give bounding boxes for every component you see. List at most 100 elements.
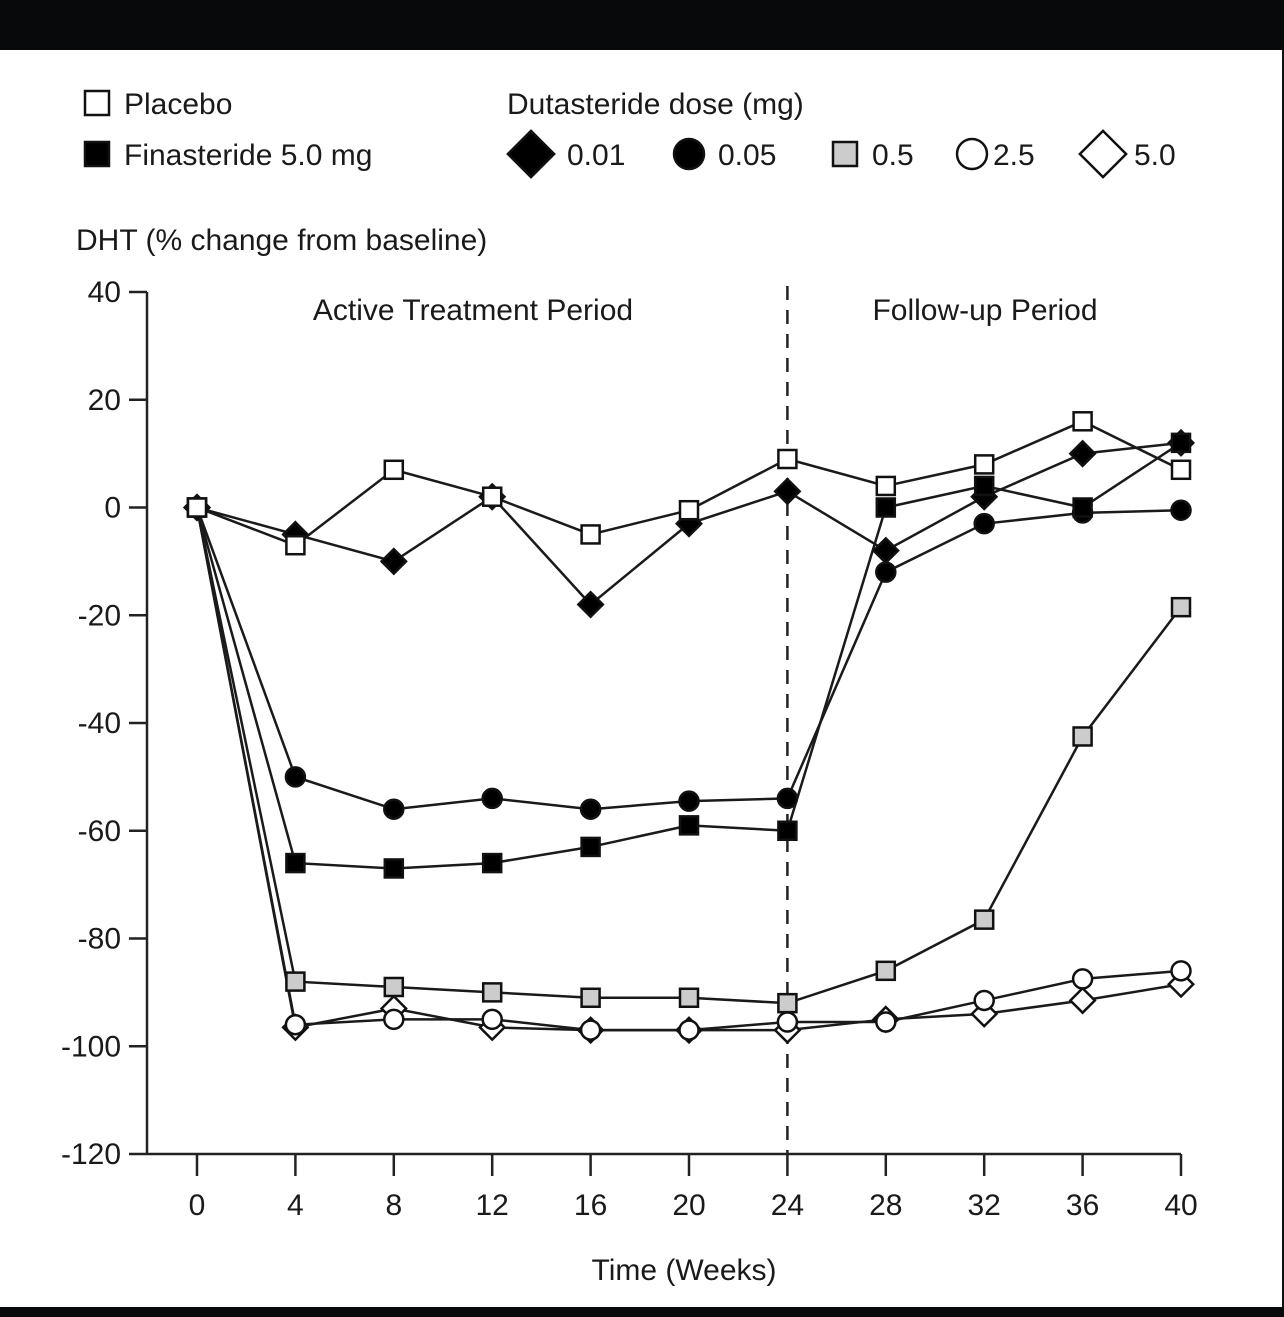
data-point-finasteride-5-0-mg bbox=[580, 836, 601, 858]
legend-marker-dose-0-5 bbox=[831, 140, 859, 168]
data-point-0-5 bbox=[875, 960, 897, 982]
data-point-2-5 bbox=[284, 1013, 307, 1036]
y-tick-label: -40 bbox=[78, 707, 121, 740]
legend-item-dose-2-5: 2.5 bbox=[955, 137, 1035, 172]
y-tick-label: 40 bbox=[88, 276, 121, 309]
x-ticks: 0 4 8 12 16 20 24 28 32 36 40 bbox=[189, 1154, 1198, 1222]
x-tick-label: 12 bbox=[476, 1189, 509, 1222]
x-tick-label: 4 bbox=[287, 1189, 304, 1222]
data-point-0-5 bbox=[1170, 596, 1192, 618]
data-point-placebo bbox=[383, 459, 405, 481]
data-point-finasteride-5-0-mg bbox=[285, 852, 306, 874]
data-point-2-5 bbox=[1170, 960, 1192, 982]
data-point-placebo bbox=[285, 534, 306, 556]
data-point-2-5 bbox=[678, 1019, 700, 1041]
annotation-follow-up: Follow-up Period bbox=[872, 294, 1097, 327]
y-tick-label: -80 bbox=[78, 923, 121, 956]
data-point-placebo bbox=[777, 448, 798, 470]
legend-label-finasteride: Finasteride 5.0 mg bbox=[124, 139, 372, 172]
legend-marker-dose-0-01 bbox=[506, 129, 556, 179]
data-point-0-05 bbox=[875, 561, 897, 583]
data-point-placebo bbox=[1170, 459, 1192, 481]
y-tick-label: -20 bbox=[78, 599, 121, 632]
series-line-2-5 bbox=[195, 507, 1182, 1032]
data-point-2-5 bbox=[383, 1008, 405, 1031]
data-point-0-5 bbox=[285, 971, 306, 992]
legend-marker-finasteride bbox=[83, 140, 111, 168]
data-point-5-0 bbox=[1068, 986, 1097, 1015]
data-point-0-5 bbox=[777, 992, 798, 1014]
y-axis-title: DHT (% change from baseline) bbox=[76, 224, 487, 257]
data-point-0-01 bbox=[773, 477, 802, 506]
legend-group-title: Dutasteride dose (mg) bbox=[507, 88, 804, 121]
legend-label-dose-0-5: 0.5 bbox=[872, 139, 914, 172]
data-point-0-01 bbox=[576, 590, 605, 619]
square-icon bbox=[83, 89, 111, 117]
data-point-0-5 bbox=[973, 909, 995, 930]
data-point-placebo bbox=[580, 524, 601, 545]
data-point-placebo bbox=[186, 497, 208, 518]
circle-icon bbox=[955, 137, 989, 171]
data-point-2-5 bbox=[973, 989, 995, 1012]
data-point-placebo bbox=[973, 454, 995, 475]
data-point-finasteride-5-0-mg bbox=[875, 497, 897, 518]
data-point-0-5 bbox=[383, 976, 405, 998]
data-point-0-01 bbox=[1068, 439, 1097, 468]
data-point-0-01 bbox=[379, 547, 408, 576]
y-tick-label: 0 bbox=[104, 492, 121, 525]
data-point-2-5 bbox=[875, 1011, 897, 1033]
data-point-0-5 bbox=[1072, 726, 1093, 747]
legend-item-dose-0-5: 0.5 bbox=[831, 139, 914, 172]
data-point-0-05 bbox=[383, 798, 405, 820]
y-tick-label: -100 bbox=[61, 1030, 121, 1063]
data-point-0-5 bbox=[580, 987, 601, 1009]
data-point-finasteride-5-0-mg bbox=[1072, 497, 1093, 518]
square-icon bbox=[83, 140, 111, 168]
data-point-finasteride-5-0-mg bbox=[678, 815, 700, 836]
data-point-2-5 bbox=[579, 1019, 602, 1041]
y-tick-label: -120 bbox=[61, 1138, 121, 1171]
data-point-0-05 bbox=[481, 787, 503, 810]
x-tick-label: 8 bbox=[385, 1189, 402, 1222]
y-tick-label: -60 bbox=[78, 815, 121, 848]
data-point-placebo bbox=[481, 486, 503, 507]
y-ticks: 40 20 0 -20 -40 -60 -80 -100 -120 bbox=[61, 276, 147, 1171]
legend-marker-placebo bbox=[83, 89, 111, 117]
data-point-2-5 bbox=[1071, 968, 1094, 990]
legend-item-dose-0-01: 0.01 bbox=[506, 129, 625, 179]
data-point-2-5 bbox=[776, 1011, 799, 1033]
data-point-finasteride-5-0-mg bbox=[1170, 432, 1192, 454]
series-markers-finasteride-5-0-mg bbox=[186, 432, 1192, 879]
series-markers-placebo bbox=[186, 411, 1192, 556]
diamond-icon bbox=[506, 129, 556, 179]
chart-panel: Placebo Finasteride 5.0 mg Dutasteride d… bbox=[0, 50, 1284, 1307]
x-tick-label: 36 bbox=[1066, 1189, 1099, 1222]
data-point-0-5 bbox=[481, 982, 503, 1003]
legend-label-dose-2-5: 2.5 bbox=[993, 139, 1035, 172]
data-point-placebo bbox=[678, 499, 700, 521]
data-point-0-01 bbox=[871, 536, 900, 565]
legend-label-dose-0-05: 0.05 bbox=[718, 139, 776, 172]
legend-item-dose-0-05: 0.05 bbox=[672, 137, 776, 172]
square-icon bbox=[831, 140, 859, 168]
data-point-0-05 bbox=[973, 512, 995, 535]
circle-icon bbox=[672, 137, 706, 171]
series-markers-5-0 bbox=[182, 493, 1196, 1045]
data-point-0-05 bbox=[284, 766, 307, 788]
x-tick-label: 0 bbox=[189, 1189, 206, 1222]
series-line-0-05 bbox=[195, 507, 1182, 811]
legend-item-finasteride: Finasteride 5.0 mg bbox=[83, 139, 372, 172]
data-point-2-5 bbox=[481, 1008, 503, 1031]
data-point-0-05 bbox=[579, 798, 602, 820]
y-tick-label: 20 bbox=[88, 384, 121, 417]
x-tick-label: 24 bbox=[771, 1189, 804, 1222]
data-point-0-5 bbox=[678, 987, 700, 1009]
x-tick-label: 20 bbox=[672, 1189, 705, 1222]
legend-label-placebo: Placebo bbox=[124, 88, 232, 121]
legend-marker-dose-0-05 bbox=[672, 137, 706, 171]
data-point-0-05 bbox=[678, 790, 700, 812]
legend: Placebo Finasteride 5.0 mg Dutasteride d… bbox=[83, 88, 1176, 179]
legend-label-dose-0-01: 0.01 bbox=[567, 139, 625, 172]
series-markers-0-5 bbox=[186, 497, 1192, 1014]
legend-item-dose-5-0: 5.0 bbox=[1078, 129, 1176, 179]
